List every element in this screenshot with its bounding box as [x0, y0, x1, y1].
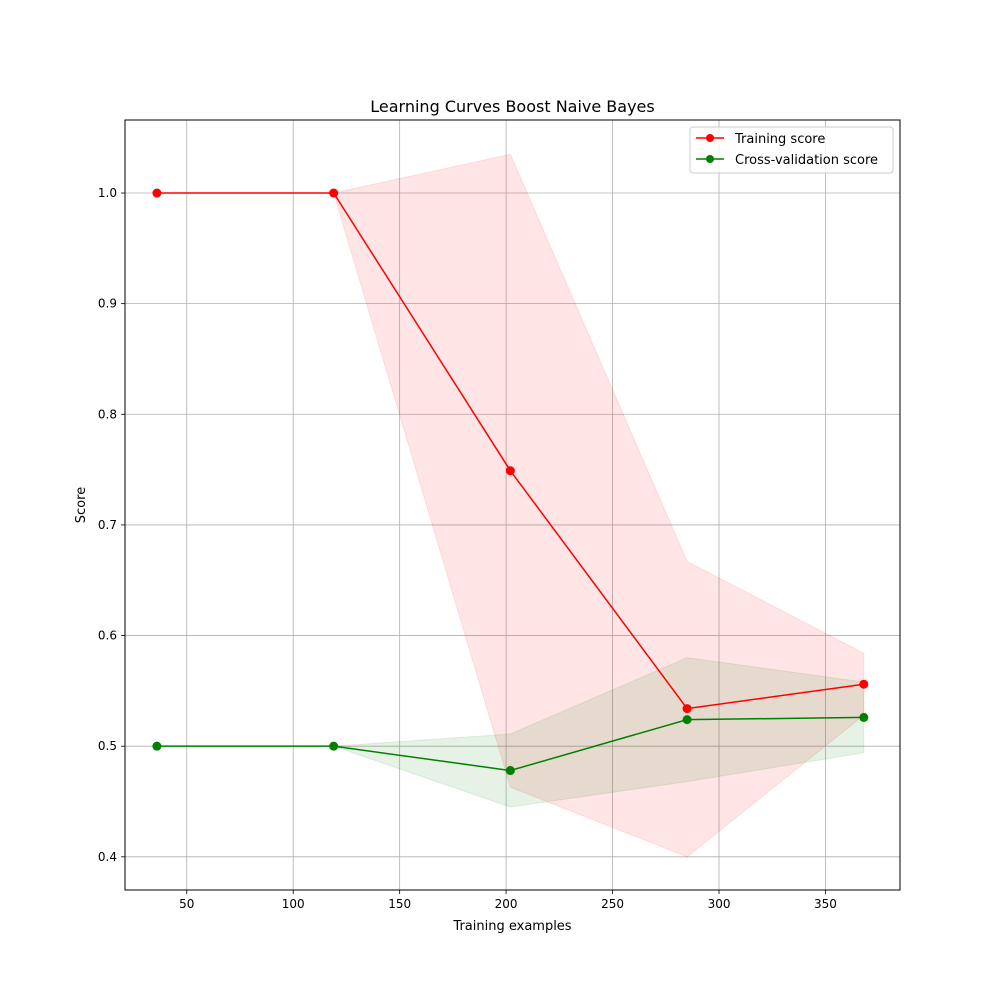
- x-tick-label: 100: [282, 897, 305, 911]
- x-axis-label: Training examples: [452, 919, 571, 934]
- y-tick-label: 1.0: [98, 186, 117, 200]
- training-score-point: [682, 704, 692, 714]
- legend-marker-training: [706, 134, 714, 142]
- x-axis-ticks: 50 100 150 200 250 300 350: [179, 890, 837, 911]
- legend-label-cross-validation: Cross-validation score: [735, 153, 878, 168]
- cross-validation-score-point: [859, 712, 869, 722]
- y-tick-label: 0.8: [98, 407, 117, 421]
- x-tick-label: 250: [601, 897, 624, 911]
- y-tick-label: 0.4: [98, 850, 117, 864]
- plot-frame: [124, 119, 901, 891]
- x-tick-label: 300: [708, 897, 731, 911]
- training-score-point: [859, 679, 869, 689]
- y-tick-label: 0.7: [98, 518, 117, 532]
- legend-marker-cross-validation: [706, 155, 714, 163]
- y-tick-label: 0.5: [98, 739, 117, 753]
- cross-validation-score-point: [682, 715, 692, 725]
- x-tick-label: 350: [814, 897, 837, 911]
- cross-validation-score-point: [329, 741, 339, 751]
- y-axis-ticks: 0.4 0.5 0.6 0.7 0.8 0.9 1.0: [98, 186, 125, 864]
- cross-validation-score-point: [505, 766, 515, 776]
- training-score-point: [329, 188, 339, 198]
- y-axis-label: Score: [74, 487, 89, 523]
- y-tick-label: 0.6: [98, 629, 117, 643]
- y-tick-label: 0.9: [98, 297, 117, 311]
- x-tick-label: 150: [388, 897, 411, 911]
- x-tick-label: 200: [495, 897, 518, 911]
- cross-validation-score-point: [152, 741, 162, 751]
- training-score-point: [152, 188, 162, 198]
- legend: Training score Cross-validation score: [689, 126, 894, 174]
- legend-box: [689, 126, 894, 174]
- chart-title: Learning Curves Boost Naive Bayes: [370, 97, 654, 116]
- series-markers: [152, 188, 869, 776]
- x-tick-label: 50: [179, 897, 194, 911]
- legend-label-training: Training score: [734, 132, 825, 147]
- training-score-point: [505, 466, 515, 476]
